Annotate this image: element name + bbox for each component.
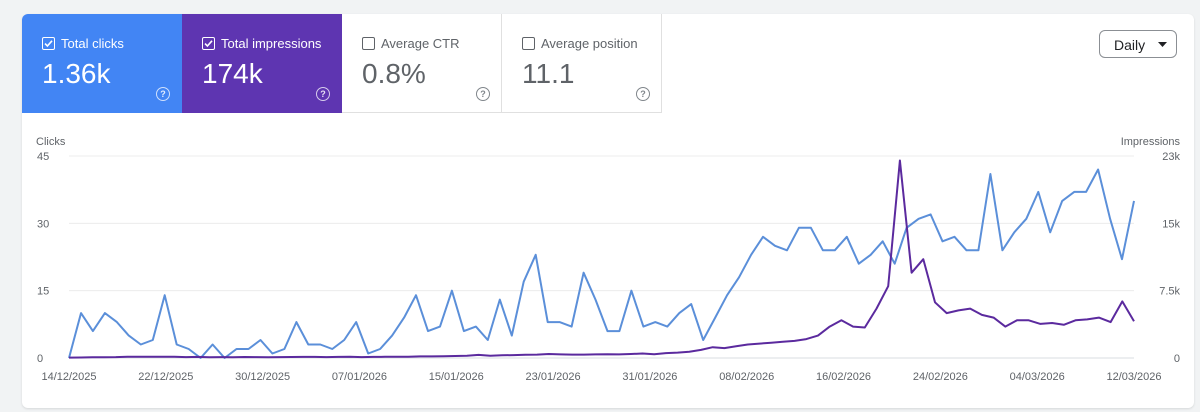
metric-label: Total impressions <box>221 36 322 51</box>
checkbox-unchecked-icon[interactable] <box>362 37 375 50</box>
right-tick-label: 0 <box>1174 353 1180 365</box>
series-line-clicks <box>68 168 1135 359</box>
metric-average-position[interactable]: Average position 11.1 ? <box>502 14 662 113</box>
performance-card: Total clicks 1.36k ? Total impressions 1… <box>22 14 1194 408</box>
right-axis-title: Impressions <box>1121 136 1181 148</box>
metric-value: 11.1 <box>522 58 575 89</box>
x-tick-label: 07/01/2026 <box>332 371 387 383</box>
x-tick-label: 16/02/2026 <box>816 371 871 383</box>
checkbox-unchecked-icon[interactable] <box>522 37 535 50</box>
x-tick-label: 08/02/2026 <box>719 371 774 383</box>
metric-value: 174k <box>202 58 263 89</box>
x-tick-label: 30/12/2025 <box>235 371 290 383</box>
help-icon[interactable]: ? <box>156 87 170 101</box>
x-tick-label: 23/01/2026 <box>526 371 581 383</box>
metric-label: Total clicks <box>61 36 124 51</box>
metric-value: 0.8% <box>362 58 426 89</box>
metric-average-ctr[interactable]: Average CTR 0.8% ? <box>342 14 502 113</box>
x-tick-label: 31/01/2026 <box>622 371 677 383</box>
left-tick-label: 0 <box>37 353 43 365</box>
granularity-dropdown[interactable]: Daily <box>1099 30 1177 58</box>
metric-tabs: Total clicks 1.36k ? Total impressions 1… <box>22 14 662 113</box>
x-tick-label: 15/01/2026 <box>429 371 484 383</box>
left-tick-label: 30 <box>37 218 49 230</box>
metric-total-clicks[interactable]: Total clicks 1.36k ? <box>22 14 182 113</box>
metric-total-impressions[interactable]: Total impressions 174k ? <box>182 14 342 113</box>
metric-label: Average position <box>541 36 638 51</box>
x-tick-label: 12/03/2026 <box>1106 371 1161 383</box>
help-icon[interactable]: ? <box>636 87 650 101</box>
granularity-label: Daily <box>1114 37 1146 53</box>
checkbox-checked-icon[interactable] <box>42 37 55 50</box>
right-tick-label: 23k <box>1162 151 1180 163</box>
left-tick-label: 45 <box>37 151 49 163</box>
right-tick-label: 7.5k <box>1159 286 1180 298</box>
metric-value: 1.36k <box>42 58 111 89</box>
checkbox-checked-icon[interactable] <box>202 37 215 50</box>
left-tick-label: 15 <box>37 286 49 298</box>
metric-label: Average CTR <box>381 36 460 51</box>
x-tick-label: 22/12/2025 <box>138 371 193 383</box>
performance-chart: Clicks Impressions 45 30 15 0 23k 15k 7.5k 0 1… <box>36 136 1181 383</box>
x-tick-label: 24/02/2026 <box>913 371 968 383</box>
caret-down-icon <box>1158 42 1167 47</box>
series-line-impressions <box>68 159 1135 359</box>
left-axis-title: Clicks <box>36 136 66 148</box>
help-icon[interactable]: ? <box>316 87 330 101</box>
right-tick-label: 15k <box>1162 218 1180 230</box>
x-tick-label: 04/03/2026 <box>1010 371 1065 383</box>
help-icon[interactable]: ? <box>476 87 490 101</box>
x-tick-label: 14/12/2025 <box>41 371 96 383</box>
